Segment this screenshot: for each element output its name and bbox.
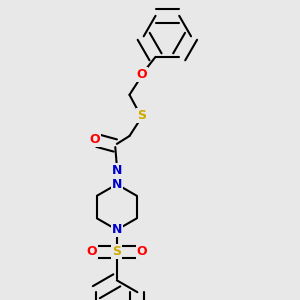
- Text: N: N: [112, 178, 122, 191]
- Text: N: N: [112, 223, 122, 236]
- Text: O: O: [89, 133, 100, 146]
- Text: O: O: [137, 245, 147, 258]
- Text: O: O: [136, 68, 147, 81]
- Text: S: S: [112, 245, 121, 258]
- Text: O: O: [86, 245, 97, 258]
- Text: N: N: [112, 164, 122, 177]
- Text: S: S: [137, 109, 146, 122]
